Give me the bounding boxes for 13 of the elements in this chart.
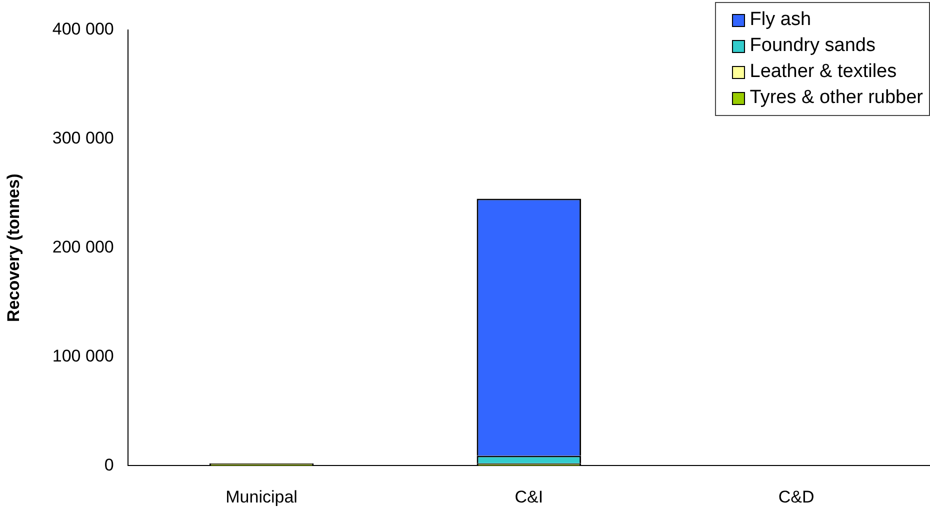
y-tick-label: 300 000 bbox=[52, 128, 114, 148]
legend-label: Fly ash bbox=[750, 8, 812, 32]
y-tick-label: 400 000 bbox=[52, 20, 114, 39]
legend-label: Leather & textiles bbox=[750, 60, 897, 84]
x-tick-label: C&I bbox=[514, 487, 544, 506]
y-tick-label: 100 000 bbox=[52, 346, 114, 366]
y-axis-title: Recovery (tonnes) bbox=[4, 174, 23, 322]
y-tick-label: 0 bbox=[104, 455, 114, 474]
legend-label: Foundry sands bbox=[750, 34, 876, 58]
x-tick-label: Municipal bbox=[226, 487, 298, 506]
y-tick-label: 200 000 bbox=[52, 237, 114, 256]
legend-label: Tyres & other rubber bbox=[750, 86, 923, 110]
x-tick-label: C&D bbox=[778, 487, 814, 506]
